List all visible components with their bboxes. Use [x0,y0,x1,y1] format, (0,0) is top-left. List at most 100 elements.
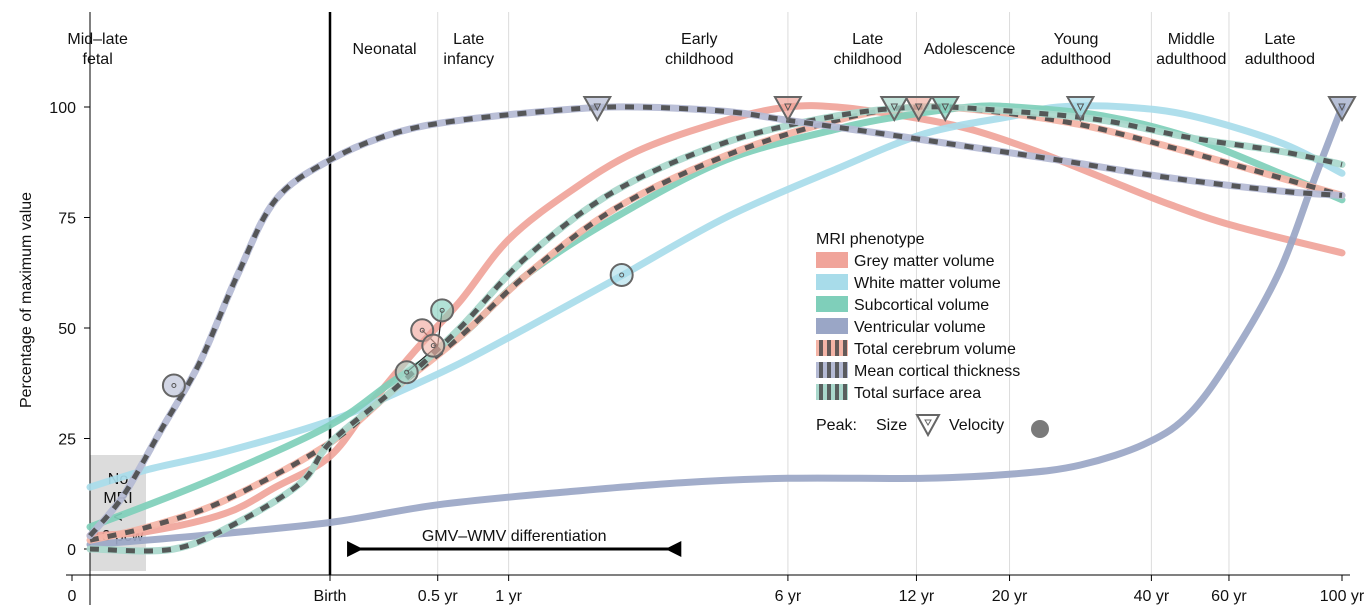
legend-swatch [816,340,848,356]
peak-size-center [941,103,950,112]
peak-size-marker [930,96,960,123]
peak-size-marker [1327,96,1357,123]
annotation-arrow-left [347,541,364,557]
legend-swatch-stripe [843,340,847,356]
legend-swatch-stripe [835,384,839,400]
stage-label: Young [1054,31,1099,48]
x-tick-label: 0 [68,588,77,605]
peak-velocity-marker [430,298,455,323]
x-tick-label: 6 yr [775,588,802,605]
stage-label: childhood [833,51,902,68]
stage-label: childhood [665,51,734,68]
stage-label: Neonatal [352,41,416,58]
peak-size-marker [773,96,803,123]
legend-swatch-stripe [843,362,847,378]
peak-velocity-center [439,307,445,313]
series-layer [86,102,1346,555]
legend-swatch [816,362,848,378]
series-white-matter-volume [86,102,1346,491]
stage-label: Mid–late [67,31,128,48]
legend-label: Grey matter volume [854,253,995,270]
legend: MRI phenotype Grey matter volume White mat… [816,231,1049,438]
markers-layer [161,96,1357,398]
stage-label: Adolescence [924,41,1016,58]
x-axis: 0 Birth 0.5 yr 1 yr 6 yr 12 yr 20 yr 40 yr 60 yr… [66,574,1364,605]
series-line [86,102,1346,491]
x-tick-label: Birth [314,588,347,605]
legend-label: White matter volume [854,275,1001,292]
peak-size-marker [582,96,613,123]
x-tick-label: 60 yr [1211,588,1247,605]
series-total-cerebrum-volume [86,103,1346,544]
x-tick-label: 1 yr [495,588,522,605]
legend-swatch [816,318,848,334]
y-tick-label: 100 [49,100,76,117]
legend-swatch-stripe [835,340,839,356]
peak-size-marker [903,96,934,123]
series-subcortical-volume [86,102,1346,531]
peak-velocity-center [404,369,410,375]
series-grey-matter-volume [86,102,1346,540]
legend-swatch-fill [816,296,848,312]
stage-label: Late [1264,31,1295,48]
legend-size-icon [915,414,941,438]
legend-swatch-fill [816,384,848,400]
peak-size-center [914,103,923,112]
y-axis-label: Percentage of maximum value [18,192,35,408]
series-line [86,102,1346,531]
legend-label: Total cerebrum volume [854,341,1016,358]
peak-size-marker [879,96,910,123]
stage-label: Middle [1168,31,1215,48]
legend-swatch-stripe [827,384,831,400]
stage-label: Late [852,31,883,48]
legend-swatch-stripe [827,340,831,356]
stage-label: Early [681,31,717,48]
legend-swatch-stripe [835,362,839,378]
legend-label: Subcortical volume [854,297,989,314]
legend-velocity-label: Velocity [949,417,1004,434]
stage-label: fetal [83,51,113,68]
peak-velocity-center [430,343,436,349]
peak-size-center [784,103,792,112]
y-axis: Percentage of maximum value 0 25 50 75 100 [18,12,91,605]
x-tick-label: 100 yr [1320,588,1364,605]
legend-swatch-stripe [819,340,823,356]
annotation-arrow-right [665,541,682,557]
legend-peak-label: Peak: [816,417,857,434]
series-line [86,103,1346,549]
x-tick-label: 20 yr [992,588,1028,605]
series-dash-overlay [89,104,1343,554]
legend-swatch-stripe [819,362,823,378]
stage-labels: Mid–late fetal Neonatal Late infancy Early chi… [67,31,1315,68]
legend-swatch-stripe [827,362,831,378]
stage-label: Late [453,31,484,48]
legend-swatch-fill [816,340,848,356]
peak-velocity-center [171,382,177,388]
legend-swatch [816,274,848,290]
y-tick-label: 25 [58,432,76,449]
series-mean-cortical-thickness [86,103,1346,540]
legend-swatch-fill [816,318,848,334]
legend-label: Ventricular volume [854,319,986,336]
peak-velocity-center [619,272,625,278]
x-tick-label: 40 yr [1134,588,1170,605]
peak-velocity-center [419,327,425,333]
legend-swatch [816,384,848,400]
stage-label: infancy [443,51,494,68]
legend-size-label: Size [876,417,907,434]
x-tick-label: 12 yr [899,588,935,605]
legend-title: MRI phenotype [816,231,925,248]
peak-size-center [1076,103,1085,112]
legend-swatch-fill [816,252,848,268]
peak-velocity-marker [394,360,419,385]
peak-velocity-marker [609,262,634,287]
peak-size-center [890,103,899,112]
legend-swatch-stripe [819,384,823,400]
stage-label: adulthood [1041,51,1111,68]
stage-label: adulthood [1245,51,1315,68]
legend-velocity-icon [1031,420,1049,438]
annotation-layer: GMV–WMV differentiation [347,528,682,557]
peak-size-marker [1065,96,1096,123]
peak-velocity-marker [421,333,446,358]
stage-label: adulthood [1156,51,1226,68]
